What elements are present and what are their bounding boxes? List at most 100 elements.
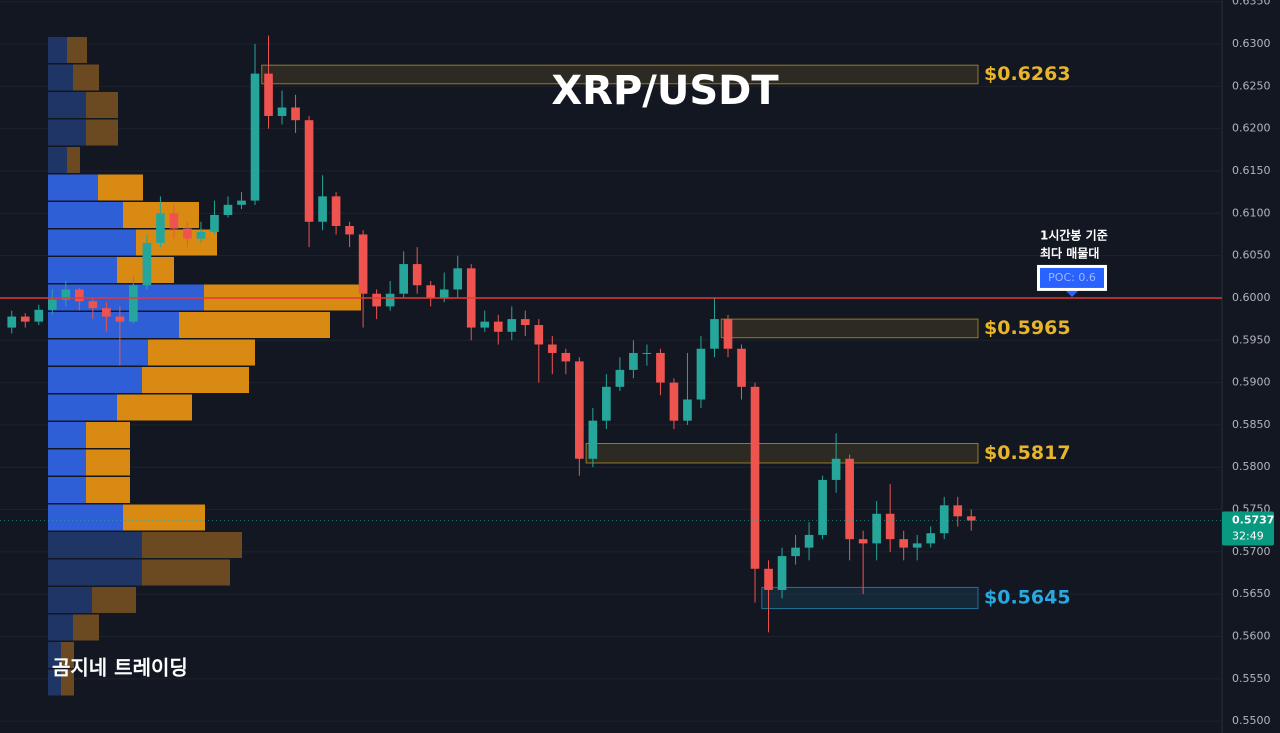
profile-sell <box>142 532 242 558</box>
profile-sell <box>86 477 130 503</box>
candle-body <box>547 344 557 353</box>
candle-body <box>210 214 219 232</box>
y-tick-label: 0.6250 <box>1232 79 1271 92</box>
profile-sell <box>67 37 87 63</box>
profile-buy <box>48 339 148 366</box>
candle-body <box>872 513 881 544</box>
candle-body <box>818 479 827 535</box>
poc-label: POC: 0.6 <box>1048 271 1096 284</box>
candle-body <box>169 213 179 229</box>
candle-body <box>602 386 611 421</box>
profile-buy <box>48 174 98 201</box>
poc-pointer <box>1066 290 1078 297</box>
profile-buy <box>48 147 67 173</box>
candle-body <box>575 361 584 459</box>
candle-body <box>264 73 273 116</box>
profile-buy <box>48 669 61 696</box>
candle-body <box>710 319 719 349</box>
last-price-label: 0.5737 <box>1232 514 1274 527</box>
candle-body <box>223 204 233 215</box>
candle-body <box>20 316 30 322</box>
candle-body <box>61 289 71 300</box>
profile-buy <box>48 229 136 256</box>
candle-body <box>183 228 192 239</box>
candle-body <box>696 348 706 400</box>
profile-buy <box>48 367 142 393</box>
zone-box <box>585 443 979 464</box>
candle-body <box>345 225 354 235</box>
candle-body <box>534 325 544 345</box>
profile-sell <box>67 147 80 173</box>
profile-sell <box>86 449 130 476</box>
candle-body <box>791 547 800 557</box>
y-tick-label: 0.5950 <box>1232 333 1271 346</box>
candle-body <box>777 556 787 590</box>
poc-box <box>1040 267 1104 288</box>
candle-body <box>372 293 381 307</box>
candle-body <box>642 352 652 354</box>
profile-buy <box>48 559 142 586</box>
candle-body <box>656 352 665 383</box>
countdown: 32:49 <box>1232 530 1264 543</box>
candle-body <box>926 533 936 544</box>
candle-body <box>399 264 408 294</box>
profile-sell <box>61 669 74 696</box>
profile-sell <box>73 614 99 641</box>
candle-body <box>156 213 165 243</box>
zone-box <box>720 318 979 339</box>
profile-sell <box>86 119 118 146</box>
candle-body <box>358 234 368 294</box>
profile-buy <box>48 587 92 613</box>
candle-body <box>412 264 422 286</box>
y-tick-label: 0.5900 <box>1232 376 1271 389</box>
candle-body <box>953 505 963 517</box>
profile-buy <box>48 202 123 228</box>
candle-body <box>250 73 260 201</box>
candle-body <box>196 231 206 239</box>
profile-buy <box>48 119 86 146</box>
y-tick-label: 0.6350 <box>1232 0 1271 8</box>
profile-sell <box>123 504 205 531</box>
profile-sell <box>179 312 330 338</box>
candle-body <box>480 321 490 328</box>
candle-body <box>7 316 17 328</box>
profile-buy <box>48 504 123 531</box>
candle-body <box>115 316 125 322</box>
candle-body <box>75 289 84 302</box>
candle-body <box>885 513 895 540</box>
candle-body <box>318 196 327 222</box>
watermark: 곰지네 트레이딩 <box>52 656 188 680</box>
candle-body <box>277 107 287 116</box>
profile-sell <box>148 339 255 366</box>
y-tick-label: 0.5550 <box>1232 672 1271 685</box>
candle-body <box>291 107 300 121</box>
profile-buy <box>48 312 179 338</box>
chart-title: XRP/USDT <box>551 68 779 114</box>
y-tick-label: 0.6300 <box>1232 37 1271 50</box>
candle-body <box>331 196 341 226</box>
candle-body <box>88 301 98 309</box>
candle-body <box>737 348 746 387</box>
profile-sell <box>86 422 130 448</box>
profile-buy <box>48 449 86 476</box>
poc-note: 1시간봉 기준 <box>1040 227 1108 242</box>
candle-body <box>588 420 598 459</box>
profile-sell <box>117 394 192 421</box>
poc-note: 최다 매물대 <box>1040 245 1099 260</box>
profile-buy <box>48 422 86 448</box>
candle-body <box>426 285 436 298</box>
zone-label: $0.6263 <box>984 63 1071 85</box>
candle-body <box>912 543 922 548</box>
y-tick-label: 0.6100 <box>1232 206 1271 219</box>
candle-body <box>764 568 773 590</box>
y-tick-label: 0.5500 <box>1232 714 1271 727</box>
candle-body <box>899 539 908 548</box>
profile-buy <box>48 477 86 503</box>
candle-body <box>723 319 733 349</box>
profile-sell <box>92 587 136 613</box>
y-tick-label: 0.5600 <box>1232 630 1271 643</box>
candle-body <box>966 516 976 521</box>
candle-body <box>453 268 463 290</box>
y-tick-label: 0.5700 <box>1232 545 1271 558</box>
